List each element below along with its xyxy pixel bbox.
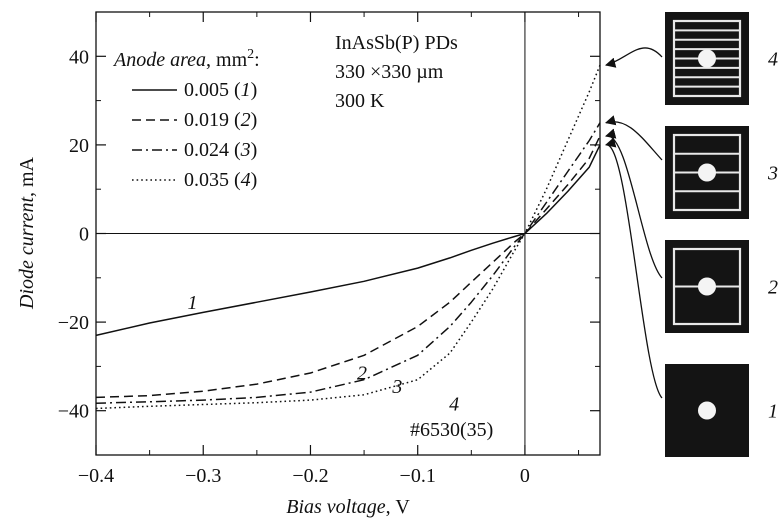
- x-tick-label: −0.2: [292, 465, 328, 487]
- anode-image-label-1: 1: [768, 401, 778, 423]
- y-axis-label: Diode current, mA: [16, 156, 38, 310]
- anode-image-1: 1: [665, 364, 778, 457]
- y-tick-label: 0: [79, 224, 89, 246]
- legend-title: Anode area, mm2:: [112, 47, 260, 71]
- series-line-1: [95, 144, 601, 337]
- curve-label-4: 4: [449, 394, 459, 416]
- series-line-3: [95, 122, 601, 404]
- axis-ticks: −0.4 −0.3 −0.2 −0.1 0 −40 −20 0 20 40: [58, 12, 600, 487]
- y-tick-label: 40: [69, 46, 89, 68]
- annotation-line-1: InAsSb(P) PDs: [335, 32, 458, 54]
- legend: Anode area, mm2: 0.005 (1) 0.019 (2) 0.024…: [112, 47, 260, 191]
- x-tick-label: −0.4: [78, 465, 114, 487]
- x-tick-label: −0.3: [185, 465, 221, 487]
- anode-image-4: 4: [665, 12, 778, 105]
- annotation-block: InAsSb(P) PDs 330 ×330 µm 300 K: [335, 32, 458, 112]
- curve-labels: 1 2 3 4: [188, 292, 460, 416]
- contact-pad: [698, 401, 716, 420]
- y-tick-label: −40: [58, 401, 89, 423]
- anode-image-label-3: 3: [767, 163, 778, 185]
- contact-pad: [698, 163, 716, 182]
- anode-image-2: 2: [665, 240, 778, 333]
- y-tick-label: 20: [69, 135, 89, 157]
- x-tick-label: 0: [520, 465, 530, 487]
- annotation-line-3: 300 K: [335, 90, 385, 112]
- legend-label-4: 0.035 (4): [184, 169, 257, 191]
- annotation-line-2: 330 ×330 µm: [335, 61, 444, 83]
- x-axis-label: Bias voltage, V: [286, 496, 410, 518]
- pointer-arrow-3: [604, 115, 663, 161]
- pointer-arrow-1: [604, 137, 663, 399]
- anode-image-label-2: 2: [768, 277, 778, 299]
- series-lines: [95, 64, 601, 410]
- y-tick-label: −20: [58, 312, 89, 334]
- anode-images: 4 3 2 1: [665, 12, 778, 457]
- anode-image-3: 3: [665, 126, 778, 219]
- series-line-2: [95, 135, 601, 399]
- sample-id: #6530(35): [410, 419, 493, 441]
- anode-image-label-4: 4: [768, 49, 778, 71]
- curve-label-3: 3: [391, 376, 402, 398]
- legend-label-2: 0.019 (2): [184, 109, 257, 131]
- contact-pad: [698, 277, 716, 296]
- series-line-4: [95, 64, 601, 410]
- curve-label-2: 2: [357, 363, 367, 385]
- curve-label-1: 1: [188, 292, 198, 314]
- contact-pad: [698, 49, 716, 68]
- pointer-arrows: [604, 47, 663, 399]
- legend-label-1: 0.005 (1): [184, 79, 257, 101]
- legend-label-3: 0.024 (3): [184, 139, 257, 161]
- pointer-arrow-4: [604, 47, 663, 68]
- x-tick-label: −0.1: [400, 465, 436, 487]
